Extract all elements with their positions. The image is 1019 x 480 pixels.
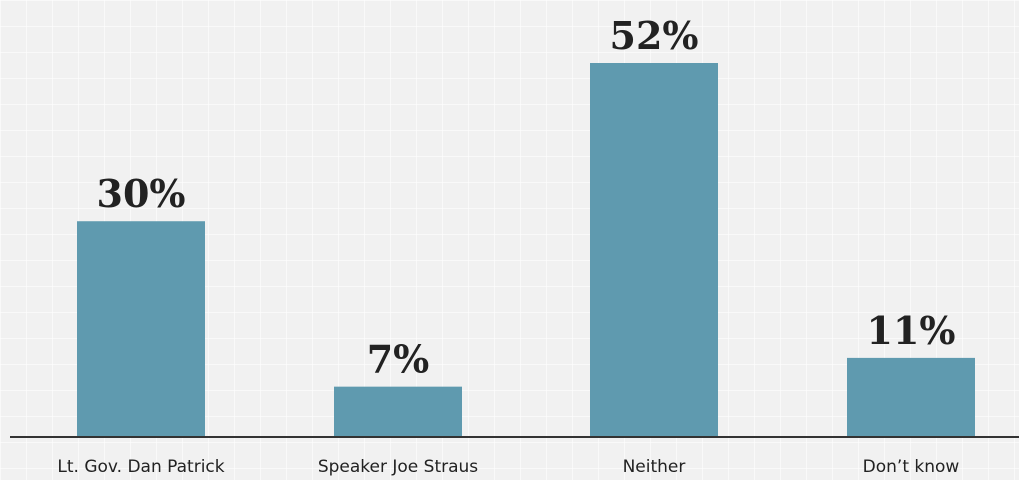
bar (847, 357, 975, 437)
bar-value-label: 30% (97, 171, 186, 216)
category-labels-group: Lt. Gov. Dan Patrick Speaker Joe Straus Ne… (57, 457, 959, 477)
bar-value-label: 11% (867, 308, 956, 353)
bar (334, 386, 462, 437)
category-label: Don’t know (863, 457, 960, 477)
bar (590, 63, 718, 437)
category-label: Lt. Gov. Dan Patrick (57, 457, 224, 477)
bars-group (77, 63, 975, 437)
category-label: Speaker Joe Straus (318, 457, 478, 477)
bar-value-label: 52% (610, 13, 699, 58)
value-labels-group: 30% 7% 52% 11% (97, 13, 956, 382)
category-label: Neither (623, 457, 686, 477)
bar-value-label: 7% (367, 337, 430, 382)
bar (77, 221, 205, 437)
